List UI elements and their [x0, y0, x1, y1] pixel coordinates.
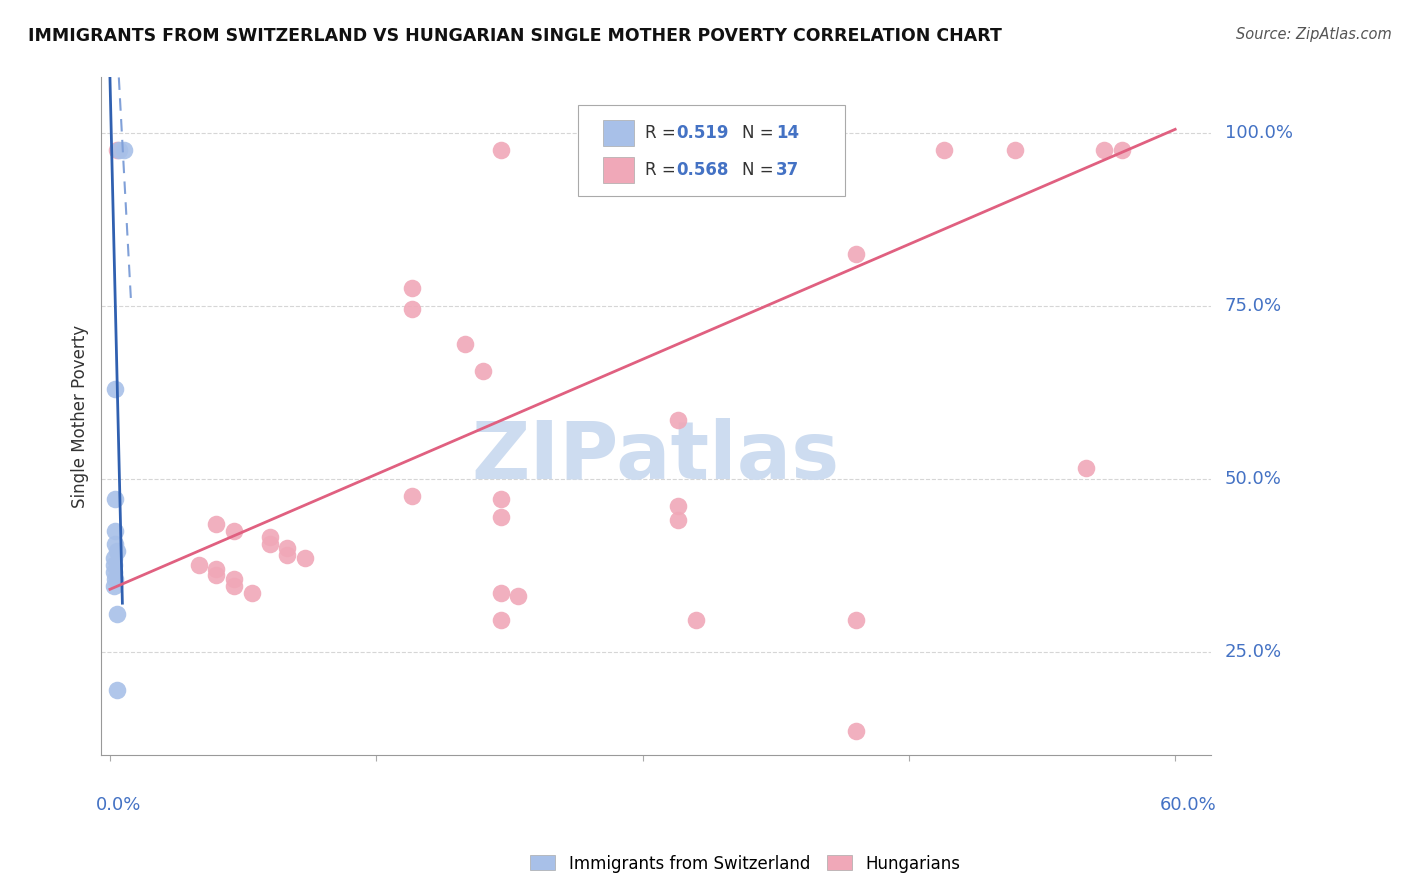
Point: [489, 586, 512, 600]
Text: 0.0%: 0.0%: [96, 796, 141, 814]
Text: 50.0%: 50.0%: [1225, 470, 1281, 488]
Point: [666, 413, 689, 427]
Point: [224, 524, 246, 538]
Point: [489, 614, 512, 628]
Text: 60.0%: 60.0%: [1160, 796, 1216, 814]
Bar: [603, 120, 634, 145]
Point: [105, 607, 128, 621]
FancyBboxPatch shape: [578, 104, 845, 196]
Text: 25.0%: 25.0%: [1225, 642, 1282, 661]
Point: [685, 614, 707, 628]
Point: [401, 489, 423, 503]
Point: [104, 492, 127, 507]
Point: [276, 541, 298, 555]
Text: 0.568: 0.568: [676, 161, 728, 178]
Text: N =: N =: [742, 124, 779, 142]
Point: [104, 572, 127, 586]
Text: R =: R =: [645, 124, 681, 142]
Point: [259, 537, 281, 551]
Point: [401, 302, 423, 317]
Point: [454, 336, 477, 351]
Point: [205, 568, 228, 582]
Point: [489, 509, 512, 524]
Text: ZIPatlas: ZIPatlas: [472, 418, 839, 496]
Point: [666, 500, 689, 514]
Point: [105, 544, 128, 558]
Point: [187, 558, 209, 573]
Point: [1111, 143, 1133, 157]
Point: [103, 579, 125, 593]
Point: [224, 579, 246, 593]
Point: [205, 516, 228, 531]
Point: [105, 143, 128, 157]
Text: 37: 37: [776, 161, 799, 178]
Bar: [603, 157, 634, 183]
Point: [224, 572, 246, 586]
Point: [845, 247, 868, 261]
Point: [105, 682, 128, 697]
Point: [489, 492, 512, 507]
Point: [508, 589, 530, 603]
Point: [1076, 461, 1098, 475]
Point: [104, 537, 127, 551]
Y-axis label: Single Mother Poverty: Single Mother Poverty: [72, 325, 89, 508]
Text: R =: R =: [645, 161, 681, 178]
Point: [1092, 143, 1115, 157]
Point: [259, 531, 281, 545]
Text: 14: 14: [776, 124, 799, 142]
Point: [103, 565, 125, 579]
Point: [276, 548, 298, 562]
Point: [108, 143, 131, 157]
Text: N =: N =: [742, 161, 779, 178]
Point: [294, 551, 316, 566]
Point: [845, 614, 868, 628]
Point: [401, 281, 423, 295]
Point: [240, 586, 263, 600]
Point: [104, 524, 127, 538]
Point: [112, 143, 135, 157]
Legend: Immigrants from Switzerland, Hungarians: Immigrants from Switzerland, Hungarians: [523, 848, 967, 880]
Text: 0.519: 0.519: [676, 124, 728, 142]
Point: [471, 364, 494, 378]
Point: [103, 558, 125, 573]
Point: [1004, 143, 1026, 157]
Point: [489, 143, 512, 157]
Text: IMMIGRANTS FROM SWITZERLAND VS HUNGARIAN SINGLE MOTHER POVERTY CORRELATION CHART: IMMIGRANTS FROM SWITZERLAND VS HUNGARIAN…: [28, 27, 1002, 45]
Point: [104, 382, 127, 396]
Point: [205, 561, 228, 575]
Point: [934, 143, 956, 157]
Point: [666, 513, 689, 527]
Text: 100.0%: 100.0%: [1225, 124, 1292, 142]
Text: 75.0%: 75.0%: [1225, 297, 1282, 315]
Text: Source: ZipAtlas.com: Source: ZipAtlas.com: [1236, 27, 1392, 42]
Point: [103, 551, 125, 566]
Point: [845, 724, 868, 739]
